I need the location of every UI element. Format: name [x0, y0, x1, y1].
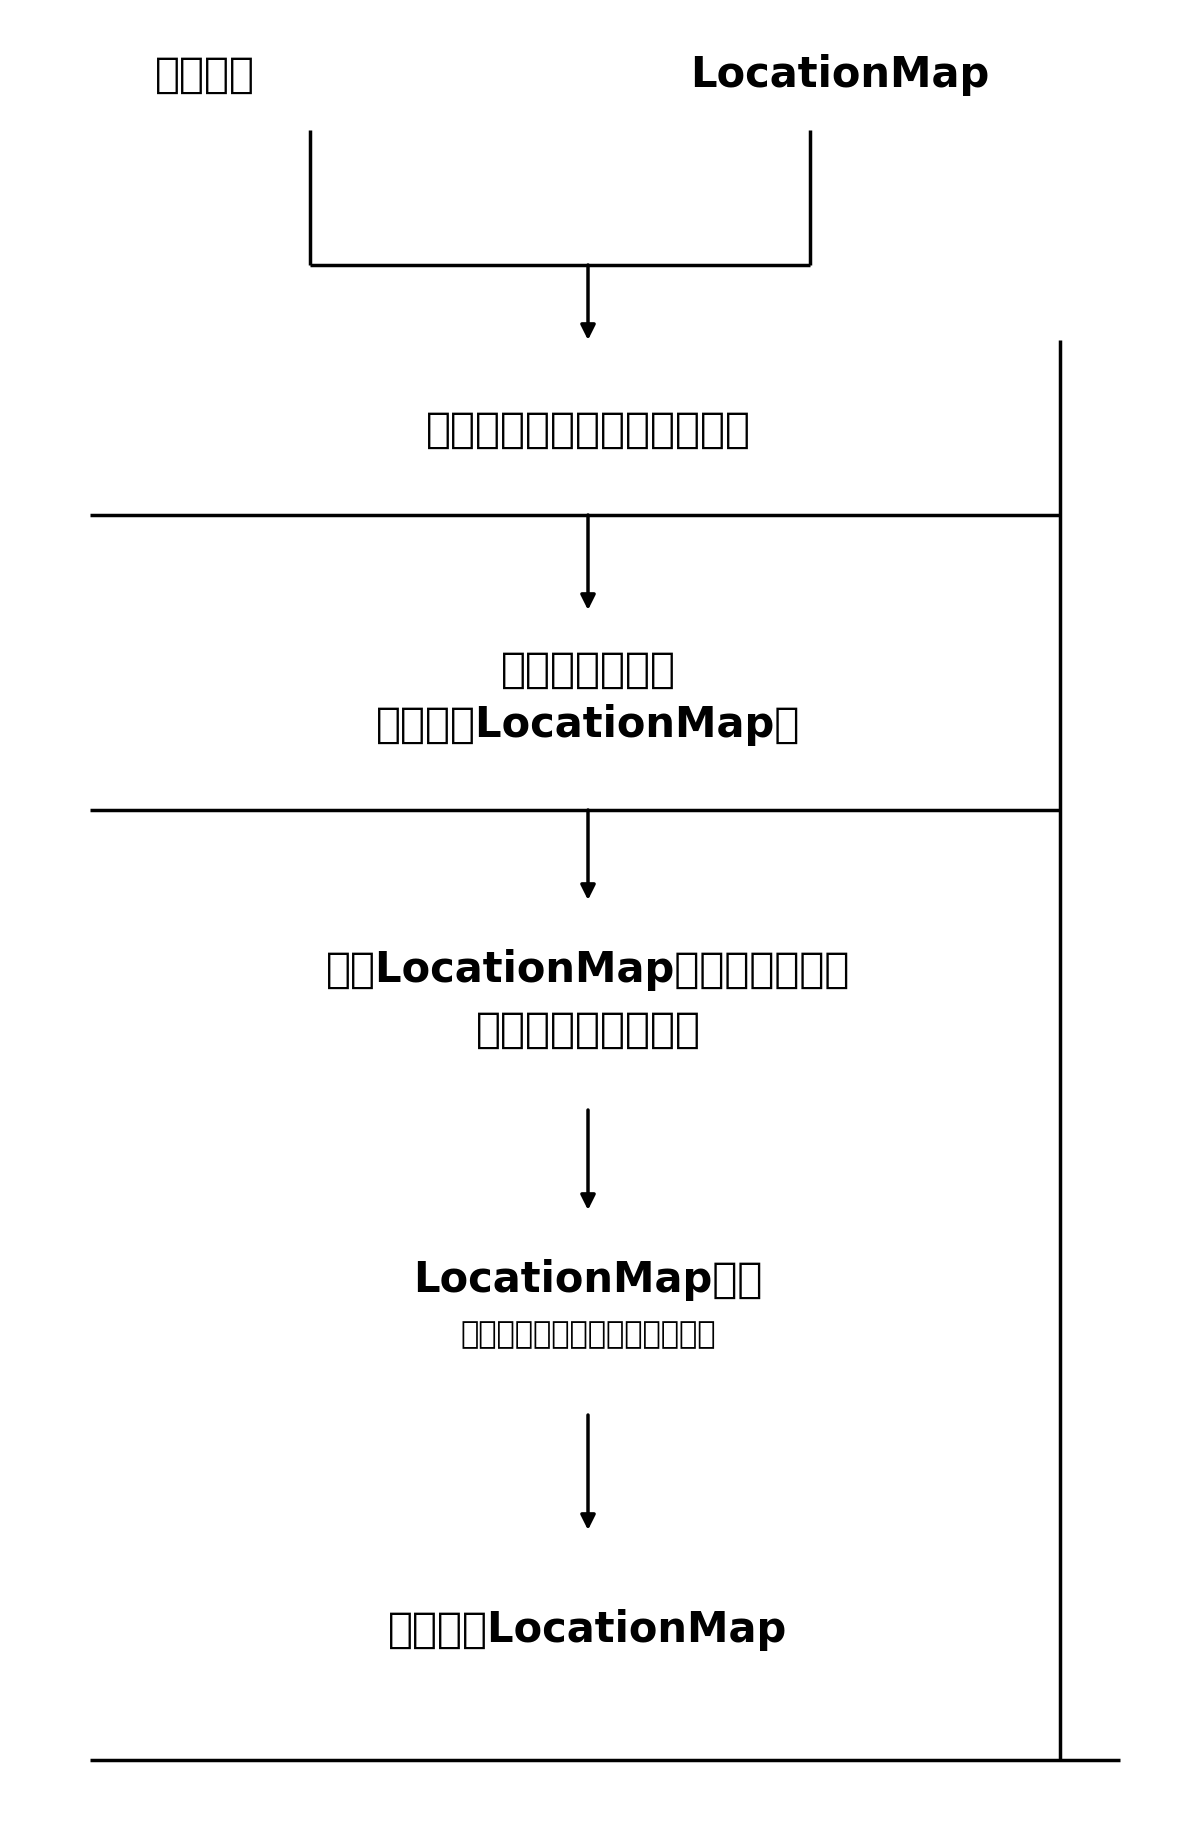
Text: 去噪后的LocationMap: 去噪后的LocationMap: [388, 1610, 787, 1652]
Text: 锁定LocationMap中自车周边停车: 锁定LocationMap中自车周边停车: [326, 948, 850, 990]
Text: LocationMap去噪: LocationMap去噪: [413, 1259, 763, 1301]
Text: 对比停车位编号: 对比停车位编号: [500, 649, 676, 691]
Text: 识别相机数据中的停车位编号: 识别相机数据中的停车位编号: [426, 409, 751, 451]
Text: （对标锁定的停车位层级信息）: （对标锁定的停车位层级信息）: [460, 1321, 716, 1350]
Text: 相机信号: 相机信号: [155, 55, 255, 97]
Text: （相机和LocationMap）: （相机和LocationMap）: [375, 703, 800, 745]
Text: 位（包括层级信息）: 位（包括层级信息）: [476, 1009, 700, 1051]
Text: LocationMap: LocationMap: [691, 55, 990, 97]
